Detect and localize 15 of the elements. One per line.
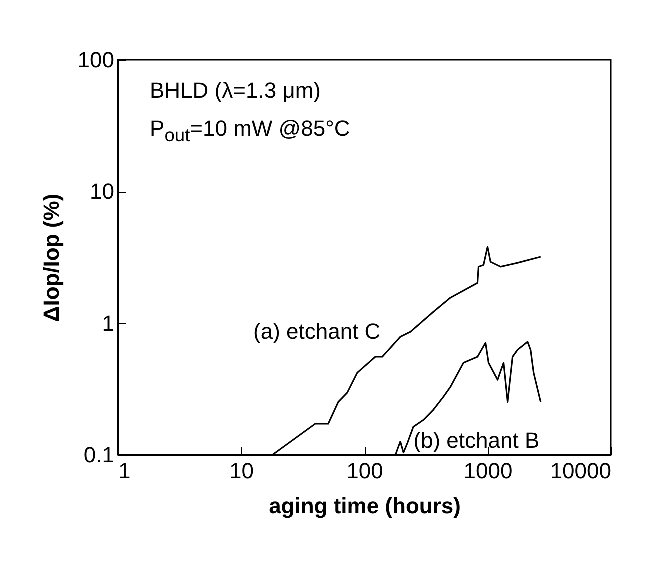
x-tick-label: 1000 [464, 458, 513, 484]
x-tick-label: 100 [346, 458, 384, 484]
y-tick-label: 0.1 [84, 442, 114, 468]
y-axis-title: ΔIop/Iop (%) [38, 194, 64, 322]
y-tick-label: 10 [90, 179, 114, 204]
series-label: (a) etchant C [254, 319, 381, 344]
x-tick-label: 10 [230, 458, 254, 484]
y-tick-label: 1 [102, 310, 114, 336]
x-tick-label: 10000 [550, 458, 612, 484]
series-label: (b) etchant B [414, 428, 540, 453]
annotation: BHLD (λ=1.3 μm) [150, 78, 321, 104]
x-tick-label: 1 [118, 458, 131, 484]
x-axis-title: aging time (hours) [269, 494, 461, 518]
y-tick-label: 100 [78, 48, 114, 72]
annotation: P$_{out}$=10 mW @85°C [150, 116, 350, 146]
